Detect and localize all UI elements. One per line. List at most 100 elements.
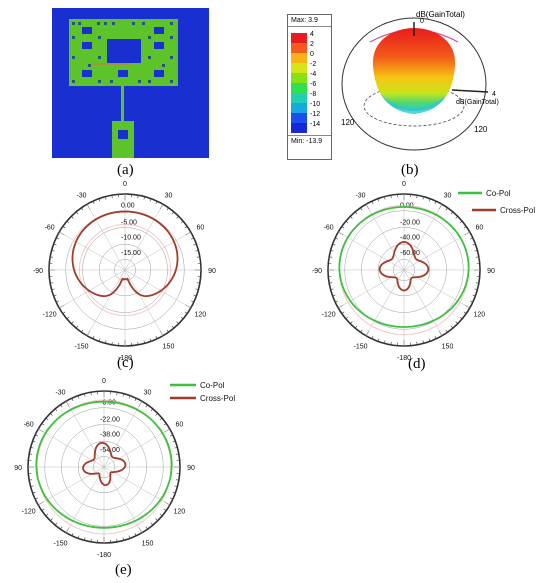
polar-tick bbox=[350, 216, 353, 219]
polar-tick bbox=[66, 316, 70, 320]
polar-tick bbox=[50, 282, 54, 284]
polar-angle-label: -30 bbox=[355, 193, 365, 200]
polar-tick bbox=[180, 220, 184, 224]
polar-tick bbox=[50, 413, 53, 416]
polar-tick bbox=[150, 522, 154, 526]
polar-tick bbox=[175, 453, 179, 455]
polar-tick bbox=[455, 216, 458, 219]
polar-tick bbox=[32, 440, 36, 443]
polar-angle-label: 30 bbox=[144, 390, 152, 397]
polar-tick bbox=[422, 196, 424, 200]
caption-a: (a) bbox=[117, 162, 134, 178]
polar-tick bbox=[29, 479, 33, 481]
polar-plot-d: 0306090120150-180-150-120-90-60-300.00-2… bbox=[312, 181, 535, 362]
polar-angle-label: -60 bbox=[24, 422, 34, 429]
polar-tick bbox=[128, 395, 131, 399]
polar-tick bbox=[345, 316, 349, 320]
pattern-3d-label-top: dB(GainTotal) bbox=[416, 10, 465, 19]
cross-pol-curve bbox=[82, 441, 127, 487]
colorbar-swatch bbox=[291, 53, 307, 63]
polar-angle-label: -120 bbox=[43, 312, 57, 319]
polar-tick bbox=[191, 300, 195, 303]
polar-tick bbox=[390, 195, 392, 199]
polar-tick bbox=[174, 447, 178, 449]
polar-tick bbox=[470, 237, 474, 240]
polar-spoke bbox=[86, 269, 126, 336]
polar-tick bbox=[474, 250, 478, 252]
polar-tick bbox=[84, 393, 86, 397]
polar-angle-label: -180 bbox=[397, 355, 411, 362]
polar-tick bbox=[354, 211, 358, 215]
legend: Co-Pol Cross-Pol bbox=[170, 381, 235, 403]
polar-tick bbox=[377, 198, 380, 202]
polar-tick bbox=[384, 340, 386, 344]
polar-tick bbox=[90, 538, 92, 542]
polar-tick bbox=[195, 250, 199, 252]
reference-circle bbox=[78, 223, 172, 317]
polar-tick bbox=[196, 256, 200, 258]
polar-tick bbox=[60, 404, 63, 408]
polar-spoke bbox=[124, 231, 191, 271]
pattern-3d-marker-4: 4 bbox=[492, 91, 496, 98]
co-pol-curve bbox=[338, 205, 470, 328]
polar-tick bbox=[55, 237, 59, 240]
polar-tick bbox=[332, 243, 336, 246]
polar-tick bbox=[51, 250, 55, 252]
polar-tick bbox=[60, 526, 63, 530]
polar-tick bbox=[172, 491, 176, 494]
pattern-3d-label-right: dB(GainTotal) bbox=[456, 99, 499, 106]
colorbar-swatch bbox=[291, 83, 307, 93]
pattern-3d-outer-circle bbox=[341, 17, 487, 151]
polar-tick bbox=[71, 397, 74, 401]
polar-tick bbox=[51, 288, 55, 290]
polar-tick bbox=[116, 392, 118, 396]
polar-tick bbox=[416, 195, 418, 199]
polar-tick bbox=[455, 321, 458, 324]
polar-angle-label: 150 bbox=[163, 343, 175, 350]
polar-tick bbox=[53, 294, 57, 297]
colorbar-swatch bbox=[291, 63, 307, 73]
polar-tick bbox=[330, 250, 334, 252]
polar-tick bbox=[459, 316, 463, 320]
polar-tick bbox=[350, 321, 353, 324]
polar-tick bbox=[143, 196, 145, 200]
polar-spoke bbox=[65, 401, 105, 468]
polar-tick bbox=[45, 513, 49, 517]
caption-c: (c) bbox=[117, 355, 134, 371]
polar-angle-label: 90 bbox=[187, 465, 195, 472]
caption-e: (e) bbox=[115, 562, 132, 578]
polar-spoke bbox=[403, 231, 470, 271]
polar-angle-label: 0 bbox=[102, 378, 106, 385]
polar-spoke bbox=[338, 269, 405, 309]
polar-tick bbox=[71, 533, 74, 537]
polar-radial-label: -10.00 bbox=[121, 235, 141, 242]
polar-angle-label: 150 bbox=[142, 540, 154, 547]
polar-angle-label: -90 bbox=[33, 268, 43, 275]
polar-tick bbox=[180, 316, 184, 320]
polar-tick bbox=[92, 200, 95, 204]
legend: Co-Pol Cross-Pol bbox=[458, 189, 535, 215]
polar-tick bbox=[377, 338, 380, 342]
fractal-holes bbox=[82, 27, 164, 77]
ground-slot bbox=[118, 130, 128, 139]
colorbar-swatch bbox=[291, 43, 307, 53]
polar-tick bbox=[55, 300, 59, 303]
polar-spoke bbox=[124, 204, 164, 271]
pattern-3d-theta-right: 120 bbox=[474, 125, 488, 134]
polar-tick bbox=[334, 300, 338, 303]
polar-tick bbox=[150, 408, 154, 412]
legend-label-co-pol: Co-Pol bbox=[200, 381, 225, 390]
polar-tick bbox=[137, 341, 139, 345]
legend-label-cross-pol: Cross-Pol bbox=[500, 206, 535, 215]
polar-tick bbox=[143, 340, 145, 344]
polar-tick bbox=[474, 288, 478, 290]
polar-tick bbox=[159, 513, 163, 517]
polar-tick bbox=[145, 526, 148, 530]
polar-plot-e: 0 30 60 90 120 150 -180 -150 -120 -90 -60 -30 -6.00 -… bbox=[14, 378, 235, 559]
polar-radial-label: -40.00 bbox=[400, 235, 420, 242]
polar-tick bbox=[34, 497, 38, 500]
polar-angle-label: -150 bbox=[74, 343, 88, 350]
polar-tick bbox=[75, 211, 79, 215]
polar-radial-label: -5.00 bbox=[121, 219, 137, 226]
polar-tick bbox=[30, 447, 34, 449]
